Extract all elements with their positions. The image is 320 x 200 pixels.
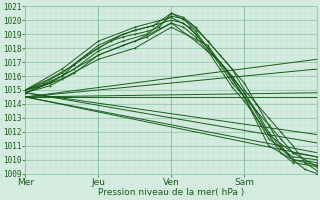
X-axis label: Pression niveau de la mer( hPa ): Pression niveau de la mer( hPa ) [98,188,244,197]
